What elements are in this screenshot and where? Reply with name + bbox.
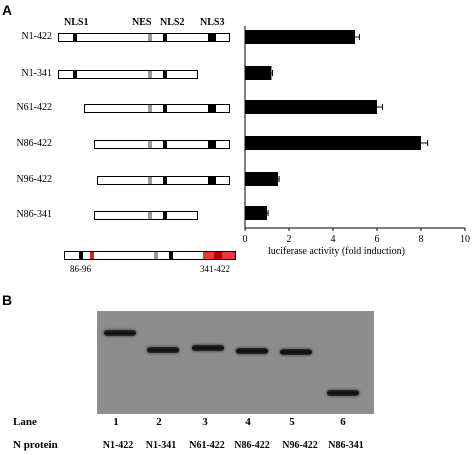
blot-band-lane-2 xyxy=(147,347,179,353)
lane-number: 5 xyxy=(289,416,295,428)
protein-label: N1-422 xyxy=(102,440,134,451)
construct-n86-341 xyxy=(94,211,198,220)
blot-band-lane-1 xyxy=(104,330,136,336)
luciferase-chart: 0 2 4 6 8 10 xyxy=(243,26,470,245)
lane-number: 6 xyxy=(340,416,346,428)
construct-n86-422 xyxy=(94,140,230,149)
lane-number: 2 xyxy=(156,416,162,428)
panel-b-label: B xyxy=(2,292,13,308)
x-tick-label: 6 xyxy=(375,234,380,245)
construct-n1-422 xyxy=(58,33,230,42)
bar-N86-341 xyxy=(245,206,267,220)
x-axis-label: luciferase activity (fold induction) xyxy=(268,246,405,257)
construct-label: N86-422 xyxy=(16,138,52,149)
construct-label: N1-341 xyxy=(21,68,52,79)
x-tick-label: 0 xyxy=(243,234,248,245)
lane-number: 4 xyxy=(245,416,251,428)
construct-schematic-highlighted xyxy=(64,251,236,260)
construct-label: N61-422 xyxy=(16,102,52,113)
blot-band-lane-4 xyxy=(236,348,268,354)
construct-n1-341 xyxy=(58,70,198,79)
construct-n96-422 xyxy=(97,176,230,185)
protein-title: N protein xyxy=(13,439,58,451)
region-label-341-422: 341-422 xyxy=(200,264,230,274)
construct-label: N96-422 xyxy=(16,174,52,185)
region-label-86-96: 86-96 xyxy=(70,264,91,274)
x-tick-label: 4 xyxy=(331,234,336,245)
bar-N1-422 xyxy=(245,30,355,44)
nls1-header: NLS1 xyxy=(64,17,89,28)
lane-title: Lane xyxy=(13,416,37,428)
nls3-header: NLS3 xyxy=(200,17,225,28)
bar-N86-422 xyxy=(245,136,421,150)
bar-N96-422 xyxy=(245,172,278,186)
construct-label: N1-422 xyxy=(21,31,52,42)
x-tick-label: 10 xyxy=(460,234,470,245)
lane-number: 1 xyxy=(113,416,119,428)
protein-label: N96-422 xyxy=(282,440,318,451)
nes-header: NES xyxy=(132,17,152,28)
nls2-header: NLS2 xyxy=(160,17,185,28)
construct-label: N86-341 xyxy=(16,209,52,220)
x-tick-label: 8 xyxy=(419,234,424,245)
panel-a-label: A xyxy=(2,2,13,18)
blot-band-lane-6 xyxy=(327,390,359,396)
lane-number: 3 xyxy=(202,416,208,428)
bar-N1-341 xyxy=(245,66,272,80)
x-tick-label: 2 xyxy=(287,234,292,245)
protein-label: N61-422 xyxy=(189,440,225,451)
construct-n61-422 xyxy=(84,104,230,113)
western-blot xyxy=(97,311,374,414)
blot-band-lane-5 xyxy=(280,349,312,355)
protein-label: N1-341 xyxy=(145,440,177,451)
bar-N61-422 xyxy=(245,100,377,114)
protein-label: N86-341 xyxy=(328,440,364,451)
blot-band-lane-3 xyxy=(192,345,224,351)
protein-label: N86-422 xyxy=(234,440,270,451)
